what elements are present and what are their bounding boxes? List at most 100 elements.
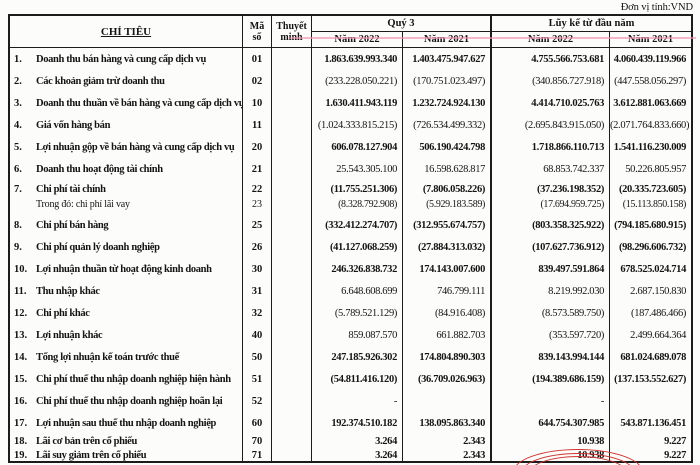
criteria-cell: 18. Lãi cơ bản trên cổ phiếu <box>10 434 243 449</box>
criteria-text: Lợi nhuận khác <box>36 329 103 341</box>
code-cell: 50 <box>243 346 272 368</box>
code-cell: 11 <box>243 114 272 136</box>
value-ytd-2022-cell: (353.597.720) <box>492 324 610 346</box>
notes-cell <box>272 214 312 236</box>
code-cell: 30 <box>243 258 272 280</box>
value-q3-2022-cell: (11.755.251.306) (8.328.792.908) <box>312 180 403 214</box>
value-q3-2022-cell: 6.648.608.699 <box>312 280 403 302</box>
code-value: 10 <box>251 97 263 109</box>
notes-cell <box>272 92 312 114</box>
value-q3-2021-cell: 174.143.007.600 <box>403 258 492 280</box>
row-number-spacer <box>14 197 36 212</box>
criteria-line: 10. Lợi nhuận thuần từ hoạt động kinh doa… <box>14 262 242 277</box>
value-ytd-2021: 3.612.881.063.669 <box>613 97 686 109</box>
criteria-text: Doanh thu thuần về bán hàng và cung cấp … <box>36 97 243 109</box>
table-row: 12. Chi phí khác 32 (5.789.521.129) (84.916.… <box>10 302 691 324</box>
value-q3-2022: 246.326.838.732 <box>331 263 397 275</box>
row-number: 13. <box>14 329 28 341</box>
value-q3-2022: (1.024.333.815.215) <box>317 119 397 131</box>
value-q3-2022-cell: (1.024.333.815.215) <box>312 114 403 136</box>
value-q3-2022: 859.087.570 <box>348 329 397 341</box>
criteria-cell: 8. Chi phí bán hàng <box>10 214 243 236</box>
value-q3-2022: 247.185.926.302 <box>331 351 397 363</box>
value-ytd-2021: 50.226.805.957 <box>625 163 686 175</box>
criteria-cell: 1. Doanh thu bán hàng và cung cấp dịch vụ <box>10 48 243 70</box>
table-row: 14. Tổng lợi nhuận kế toán trước thuế 50 24… <box>10 346 691 368</box>
code-value: 60 <box>251 417 263 429</box>
value-q3-2021-cell: (7.806.058.226) (5.929.183.589) <box>403 180 492 214</box>
criteria-text: Lãi cơ bản trên cổ phiếu <box>36 436 137 447</box>
value-ytd-2021-cell <box>610 390 691 412</box>
value-q3-2022: 3.264 <box>375 449 397 461</box>
criteria-text: Chi phí thuế thu nhập doanh nghiệp hoãn … <box>36 395 223 407</box>
code-cell: 32 <box>243 302 272 324</box>
value-q3-2021-cell: 506.190.424.798 <box>403 136 492 158</box>
criteria-text: Chi phí bán hàng <box>36 219 109 231</box>
value-ytd-2021: 4.060.439.119.966 <box>613 53 687 65</box>
criteria-text: Chi phí thuế thu nhập doanh nghiệp hiện … <box>36 373 231 385</box>
criteria-cell: 4. Giá vốn hàng bán <box>10 114 243 136</box>
table-row: 2. Các khoản giảm trừ doanh thu 02 (233.228… <box>10 70 691 92</box>
code-cell: 02 <box>243 70 272 92</box>
value-ytd-2021: (447.558.056.297) <box>614 75 686 87</box>
notes-cell <box>272 70 312 92</box>
value-q3-2022: 3.264 <box>375 436 397 447</box>
value-ytd-2022-cell: (2.695.843.915.050) <box>492 114 610 136</box>
value-q3-2021-cell: 2.343 <box>403 434 492 449</box>
notes-cell <box>272 346 312 368</box>
code-cell: 51 <box>243 368 272 390</box>
row-number: 14. <box>14 351 28 363</box>
table-row: 11. Thu nhập khác 31 6.648.608.699 746.799.1… <box>10 280 691 302</box>
criteria-text: Lợi nhuận sau thuế thu nhập doanh nghiệp <box>36 417 217 429</box>
value-ytd-2022-cell: (340.856.727.918) <box>492 70 610 92</box>
code-cell: 21 <box>243 158 272 180</box>
notes-cell <box>272 258 312 280</box>
value-ytd-2021-cell: (2.071.764.833.660) <box>610 114 694 136</box>
value-q3-2022-cell: 247.185.926.302 <box>312 346 403 368</box>
value-ytd-2021-cell: (98.296.606.732) <box>610 236 691 258</box>
criteria-line: 8. Chi phí bán hàng <box>14 218 242 233</box>
value-q3-2022: (41.127.068.259) <box>329 241 397 253</box>
criteria-cell: 11. Thu nhập khác <box>10 280 243 302</box>
code-value: 30 <box>251 263 263 275</box>
value-ytd-2021-cell: (794.185.680.915) <box>610 214 691 236</box>
header-criteria: CHỈ TIÊU <box>10 16 243 47</box>
value-q3-2021-cell: (84.916.408) <box>403 302 492 324</box>
criteria-cell: 3. Doanh thu thuần về bán hàng và cung cấ… <box>10 92 243 114</box>
value-q3-2021-cell: 1.232.724.924.130 <box>403 92 492 114</box>
value-q3-2021-cell: 1.403.475.947.627 <box>403 48 492 70</box>
code-value: 31 <box>251 285 263 297</box>
criteria-cell: 17. Lợi nhuận sau thuế thu nhập doanh ngh… <box>10 412 243 434</box>
value-q3-2022: - <box>393 395 398 407</box>
code-value: 50 <box>251 351 263 363</box>
criteria-line: 14. Tổng lợi nhuận kế toán trước thuế <box>14 350 242 365</box>
sub-value-ytd-2021: (15.113.850.158) <box>622 199 687 210</box>
code-value: 21 <box>251 163 263 175</box>
row-number: 7. <box>14 184 22 195</box>
table-row: 10. Lợi nhuận thuần từ hoạt động kinh doa… <box>10 258 691 280</box>
value-ytd-2022-cell: 4.755.566.753.681 <box>492 48 610 70</box>
code-cell: 40 <box>243 324 272 346</box>
value-q3-2022: (54.811.416.120) <box>330 373 398 385</box>
criteria-line: 2. Các khoản giảm trừ doanh thu <box>14 74 242 89</box>
value-ytd-2022: 644.754.307.985 <box>538 417 604 429</box>
notes-cell <box>272 412 312 434</box>
value-ytd-2022: (353.597.720) <box>549 329 604 341</box>
value-ytd-2021-cell: 2.687.150.830 <box>610 280 691 302</box>
header-group-ytd: Lũy kế từ đầu năm <box>492 16 691 32</box>
criteria-line: 19. Lãi suy giảm trên cổ phiếu <box>14 448 242 463</box>
value-ytd-2021: 1.541.116.230.009 <box>613 141 687 153</box>
criteria-subtext: Trong đó: chi phí lãi vay <box>36 199 130 210</box>
table-row: 19. Lãi suy giảm trên cổ phiếu 71 3.264 2.34… <box>10 447 691 463</box>
value-ytd-2022: 10.938 <box>577 449 604 461</box>
value-q3-2021: 506.190.424.798 <box>419 141 485 153</box>
code-value: 22 <box>251 184 263 195</box>
criteria-text: Lợi nhuận gộp về bán hàng và cung cấp dị… <box>36 141 235 153</box>
notes-cell <box>272 390 312 412</box>
value-ytd-2022: (107.627.736.912) <box>532 241 604 253</box>
sub-code-value: 23 <box>252 199 262 210</box>
notes-cell <box>272 180 312 214</box>
code-value: 02 <box>251 75 263 87</box>
value-ytd-2021-cell: (137.153.552.627) <box>610 368 691 390</box>
value-q3-2021: (36.709.026.963) <box>417 373 485 385</box>
